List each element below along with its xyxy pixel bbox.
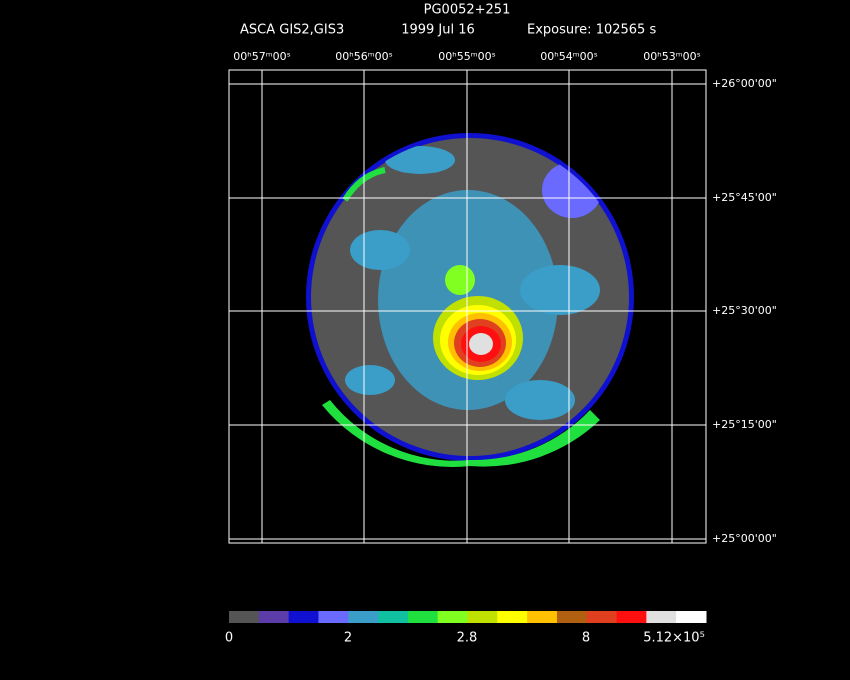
- colorbar-swatch: [258, 611, 290, 623]
- colorbar-swatch: [586, 611, 618, 623]
- colorbar-label: 5.12×10⁵: [643, 631, 705, 646]
- exposure: Exposure: 102565 s: [527, 23, 656, 38]
- dec-labels: +26°00'00" +25°45'00" +25°30'00" +25°15'00"…: [712, 77, 777, 545]
- ra-label: 00ʰ56ᵐ00ˢ: [335, 50, 392, 63]
- coordinate-grid: [228, 69, 707, 544]
- colorbar-label: 2: [344, 631, 352, 646]
- ra-label: 00ʰ55ᵐ00ˢ: [438, 50, 495, 63]
- colorbar-swatch: [616, 611, 647, 623]
- colorbar-swatch: [467, 611, 498, 623]
- colorbar-swatch: [378, 611, 409, 623]
- colorbar-swatch: [497, 611, 528, 623]
- colorbar: [229, 611, 707, 623]
- colorbar-label: 2.8: [457, 631, 478, 646]
- instrument: ASCA GIS2,GIS3: [240, 23, 344, 38]
- colorbar-label: 0: [225, 631, 233, 646]
- colorbar-swatch: [646, 611, 677, 623]
- ra-label: 00ʰ53ᵐ00ˢ: [643, 50, 700, 63]
- colorbar-label: 8: [582, 631, 590, 646]
- colorbar-swatch: [407, 611, 439, 623]
- dec-label: +26°00'00": [712, 77, 777, 90]
- colorbar-swatch: [288, 611, 319, 623]
- colorbar-swatch: [527, 611, 558, 623]
- colorbar-swatch: [676, 611, 707, 623]
- ra-label: 00ʰ54ᵐ00ˢ: [540, 50, 597, 63]
- dec-label: +25°00'00": [712, 532, 777, 545]
- detector-image: [306, 133, 634, 467]
- dec-label: +25°30'00": [712, 304, 777, 317]
- colorbar-labels: 0 2 2.8 8 5.12×10⁵: [225, 631, 705, 646]
- colorbar-swatch: [229, 611, 260, 623]
- date: 1999 Jul 16: [401, 23, 475, 38]
- colorbar-swatch: [437, 611, 468, 623]
- ra-label: 00ʰ57ᵐ00ˢ: [233, 50, 290, 63]
- dec-label: +25°45'00": [712, 191, 777, 204]
- colorbar-swatch: [556, 611, 588, 623]
- title: PG0052+251: [424, 3, 511, 18]
- colorbar-swatch: [318, 611, 349, 623]
- ra-labels: 00ʰ57ᵐ00ˢ 00ʰ56ᵐ00ˢ 00ʰ55ᵐ00ˢ 00ʰ54ᵐ00ˢ 00ʰ5…: [233, 50, 700, 63]
- dec-label: +25°15'00": [712, 418, 777, 431]
- colorbar-swatch: [348, 611, 379, 623]
